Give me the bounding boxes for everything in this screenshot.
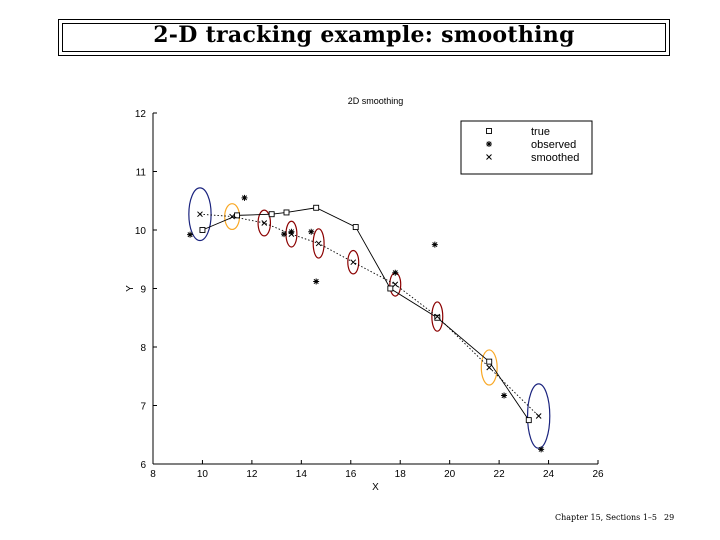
legend-smoothed-label: smoothed <box>531 152 579 164</box>
observed-point <box>281 231 288 238</box>
uncertainty-ellipse <box>347 249 360 275</box>
observed-point <box>313 278 320 285</box>
y-tick-label: 8 <box>140 343 146 354</box>
slide-title-frame: 2-D tracking example: smoothing <box>58 19 670 56</box>
true-point <box>387 285 394 292</box>
y-tick-label: 6 <box>140 460 146 471</box>
true-point <box>313 204 320 211</box>
footer-page-number: 29 <box>664 513 675 522</box>
x-tick-label: 18 <box>395 469 407 480</box>
observed-point <box>501 392 508 399</box>
observed-point <box>308 228 315 235</box>
y-tick-label: 12 <box>135 109 147 120</box>
uncertainty-ellipse <box>312 228 325 259</box>
x-tick-label: 24 <box>543 469 555 480</box>
true-point <box>199 227 206 233</box>
smoothed-series-line <box>199 213 539 417</box>
x-tick-label: 26 <box>592 469 604 480</box>
x-tick-label: 20 <box>444 469 456 480</box>
uncertainty-ellipse <box>526 383 551 449</box>
smoothed-point <box>229 213 235 220</box>
legend-observed-marker <box>486 141 492 147</box>
legend-true-label: true <box>531 126 550 138</box>
y-tick-label: 7 <box>140 402 146 413</box>
x-tick-label: 16 <box>345 469 357 480</box>
smoothed-point <box>197 211 203 218</box>
x-tick-label: 10 <box>197 469 209 480</box>
x-tick-label: 22 <box>494 469 506 480</box>
true-point <box>234 212 241 219</box>
true-point <box>352 224 359 231</box>
smoothed-point <box>486 364 493 371</box>
legend-smoothed-marker <box>486 154 492 160</box>
x-tick-label: 8 <box>150 469 156 480</box>
x-axis-label: X <box>372 482 379 493</box>
legend-observed-label: observed <box>531 139 576 151</box>
smoothed-point <box>434 313 441 320</box>
observed-point <box>538 446 545 453</box>
smoothed-point <box>392 281 399 288</box>
uncertainty-ellipse <box>188 187 212 242</box>
uncertainty-ellipse <box>257 209 272 237</box>
uncertainty-ellipse <box>431 301 444 332</box>
true-series-line <box>202 207 530 421</box>
smoothed-point <box>315 240 322 247</box>
true-point <box>283 209 290 216</box>
observed-point <box>431 241 438 248</box>
legend-true-marker <box>486 128 492 134</box>
smoothed-point <box>535 413 542 419</box>
true-point <box>486 358 493 365</box>
y-tick-label: 10 <box>135 226 147 237</box>
observed-point <box>288 228 295 235</box>
true-point <box>268 211 275 218</box>
true-point <box>434 314 441 321</box>
chart-title: 2D smoothing <box>348 96 404 106</box>
y-axis-label: Y <box>125 285 136 292</box>
legend-box <box>460 120 593 175</box>
smoothed-point <box>288 231 295 237</box>
uncertainty-ellipse <box>480 349 498 386</box>
y-tick-label: 11 <box>136 168 147 179</box>
footer-chapter: Chapter 15, Sections 1–5 <box>555 513 658 522</box>
true-point <box>525 417 532 424</box>
x-tick-label: 14 <box>296 469 308 480</box>
y-tick-label: 9 <box>140 285 146 296</box>
observed-point <box>392 269 399 276</box>
smoothed-point <box>261 220 268 226</box>
observed-point <box>187 231 194 238</box>
observed-point <box>241 194 248 201</box>
smoothed-point <box>350 259 357 266</box>
x-tick-label: 12 <box>246 469 258 480</box>
